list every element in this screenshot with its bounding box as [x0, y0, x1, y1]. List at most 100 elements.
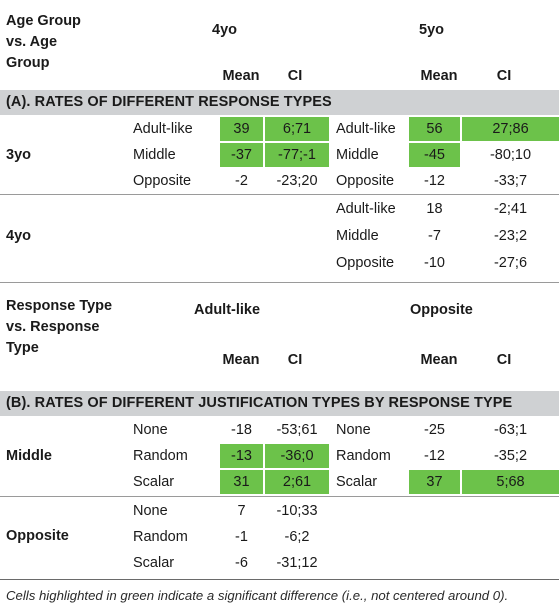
bm-r2-ci-b: -35;2 — [493, 448, 528, 464]
header2-corner: Response Type vs. Response Type — [6, 296, 112, 359]
a3-r3-ci-a: -23;20 — [276, 173, 318, 189]
group-4yo-label: 4yo — [6, 228, 31, 244]
a3-r1-type-b: Adult-like — [336, 121, 396, 137]
header2-mean-b: Mean — [420, 352, 458, 368]
footnote: Cells highlighted in green indicate a si… — [6, 588, 509, 603]
a3-r1-type-a: Adult-like — [133, 121, 193, 137]
bm-r1-type-b: None — [336, 422, 371, 438]
header2-corner-line3: Type — [6, 340, 39, 356]
bm-r1-ci-b: -63;1 — [493, 422, 528, 438]
a3-r3-mean-a: -2 — [235, 173, 248, 189]
bm-r3-ci-a: 2;61 — [282, 474, 312, 490]
highlight-a-r2-mean5 — [409, 143, 460, 167]
a3-r2-type-b: Middle — [336, 147, 379, 163]
bm-r1-mean-a: -18 — [231, 422, 252, 438]
a3-r1-ci-b: 27;86 — [492, 121, 529, 137]
bm-r3-type-b: Scalar — [336, 474, 378, 490]
highlight-a-r1-mean4 — [220, 117, 263, 141]
header1-ci-b: CI — [496, 68, 512, 84]
a4-r1-ci-b: -2;41 — [493, 201, 528, 217]
bo-r2-ci-a: -6;2 — [284, 529, 310, 545]
bm-r2-ci-a: -36;0 — [280, 448, 314, 464]
bo-r2-mean-a: -1 — [235, 529, 248, 545]
bm-r3-mean-a: 31 — [233, 474, 250, 490]
bo-r3-ci-a: -31;12 — [276, 555, 318, 571]
a4-r3-mean-b: -10 — [424, 255, 445, 271]
bm-r2-type-a: Random — [133, 448, 188, 464]
highlight-a-r1-ci4 — [265, 117, 329, 141]
a3-r1-mean-b: 56 — [426, 121, 443, 137]
header1-corner-line1: Age Group — [6, 13, 81, 29]
bo-r2-type-a: Random — [133, 529, 188, 545]
bo-r3-mean-a: -6 — [235, 555, 248, 571]
a3-r2-type-a: Middle — [133, 147, 176, 163]
a4-r2-ci-b: -23;2 — [493, 228, 528, 244]
a3-r2-ci-b: -80;10 — [489, 147, 532, 163]
section-b-band: (B). RATES OF DIFFERENT JUSTIFICATION TY… — [0, 391, 559, 416]
bo-r1-mean-a: 7 — [237, 503, 246, 519]
highlight-b-r3-mean-a — [220, 470, 263, 494]
highlight-a-r2-ci4 — [265, 143, 329, 167]
header2-corner-line2: vs. Response — [6, 319, 100, 335]
header1-ci-a: CI — [287, 68, 303, 84]
a3-r1-mean-a: 39 — [233, 121, 250, 137]
a4-r2-mean-b: -7 — [428, 228, 441, 244]
header1-mean-a: Mean — [222, 68, 260, 84]
highlight-a-r2-mean4 — [220, 143, 263, 167]
section-b-title: (B). RATES OF DIFFERENT JUSTIFICATION TY… — [6, 395, 513, 411]
a3-r3-type-b: Opposite — [336, 173, 395, 189]
header2-ci-b: CI — [496, 352, 512, 368]
bo-r3-type-a: Scalar — [133, 555, 175, 571]
bm-r3-mean-b: 37 — [426, 474, 443, 490]
a3-r2-ci-a: -77;-1 — [278, 147, 316, 163]
group-opposite-label: Opposite — [6, 528, 69, 544]
header2-corner-line1: Response Type — [6, 298, 113, 314]
header2-mean-a: Mean — [222, 352, 260, 368]
a4-r3-type-b: Opposite — [336, 255, 395, 271]
a3-r3-mean-b: -12 — [424, 173, 445, 189]
section-a-title: (A). RATES OF DIFFERENT RESPONSE TYPES — [6, 94, 332, 110]
header1-corner-line3: Group — [6, 55, 50, 71]
highlight-b-r3-ci-a — [265, 470, 329, 494]
bm-r2-type-b: Random — [336, 448, 391, 464]
header2-col-adult-like: Adult-like — [194, 302, 261, 318]
group-3yo-label: 3yo — [6, 147, 31, 163]
highlight-b-r3-ci-b — [462, 470, 559, 494]
bm-r3-ci-b: 5;68 — [496, 474, 525, 490]
bm-r2-mean-b: -12 — [424, 448, 445, 464]
a4-r3-ci-b: -27;6 — [493, 255, 528, 271]
highlight-a-r1-ci5 — [462, 117, 559, 141]
divider-a — [0, 194, 559, 195]
divider-footer — [0, 579, 559, 580]
group-middle-label: Middle — [6, 448, 52, 464]
bm-r1-type-a: None — [133, 422, 168, 438]
highlight-b-r2-mean-a — [220, 444, 263, 468]
header1-mean-b: Mean — [420, 68, 458, 84]
bm-r1-mean-b: -25 — [424, 422, 445, 438]
bm-r3-type-a: Scalar — [133, 474, 175, 490]
a3-r2-mean-b: -45 — [424, 147, 445, 163]
highlight-a-r1-mean5 — [409, 117, 460, 141]
a3-r1-ci-a: 6;71 — [282, 121, 312, 137]
divider-header2 — [0, 282, 559, 283]
header1-col-5yo: 5yo — [419, 22, 444, 38]
bm-r1-ci-a: -53;61 — [276, 422, 318, 438]
header1-col-4yo: 4yo — [212, 22, 237, 38]
bo-r1-ci-a: -10;33 — [276, 503, 318, 519]
header1-corner: Age Group vs. Age Group — [6, 11, 81, 74]
highlight-b-r2-ci-a — [265, 444, 329, 468]
divider-b — [0, 496, 559, 497]
header1-corner-line2: vs. Age — [6, 34, 58, 50]
bm-r2-mean-a: -13 — [231, 448, 252, 464]
highlight-b-r3-mean-b — [409, 470, 460, 494]
section-a-band: (A). RATES OF DIFFERENT RESPONSE TYPES — [0, 90, 559, 115]
a4-r1-mean-b: 18 — [426, 201, 443, 217]
header2-col-opposite: Opposite — [410, 302, 473, 318]
bo-r1-type-a: None — [133, 503, 168, 519]
a4-r1-type-b: Adult-like — [336, 201, 396, 217]
a3-r3-ci-b: -33;7 — [493, 173, 528, 189]
a3-r3-type-a: Opposite — [133, 173, 192, 189]
a4-r2-type-b: Middle — [336, 228, 379, 244]
header2-ci-a: CI — [287, 352, 303, 368]
